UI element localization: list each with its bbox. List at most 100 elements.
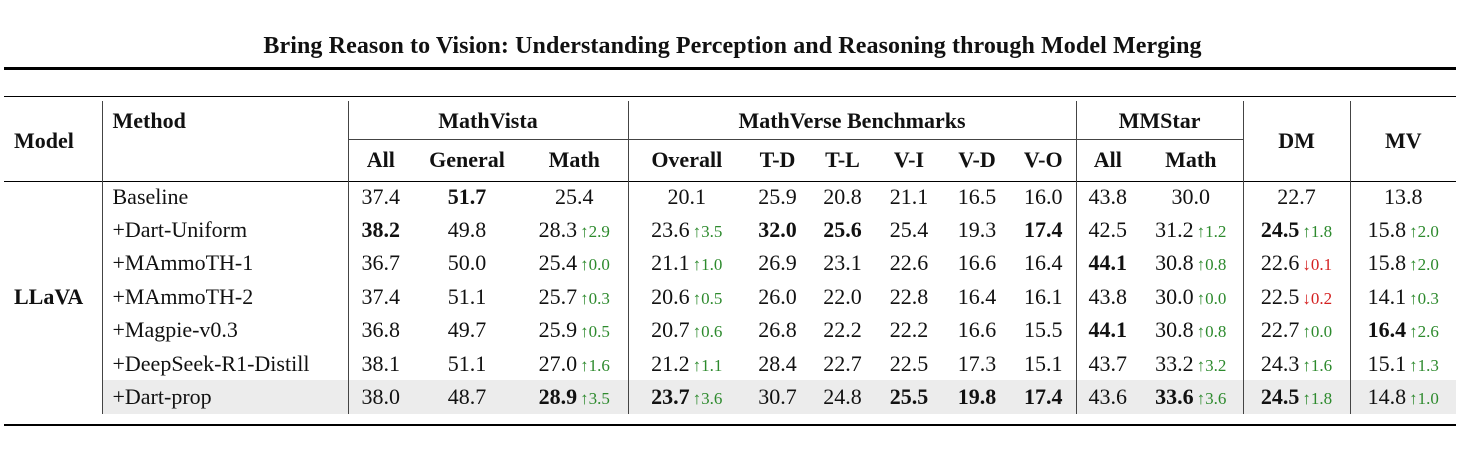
score-value: 19.8	[957, 384, 997, 410]
header-group-dm: DM	[1242, 101, 1351, 180]
score-value: 16.4	[1367, 317, 1407, 343]
score-cell: 20.8	[810, 180, 875, 213]
score-cell: 24.5 ↑1.8	[1242, 380, 1351, 414]
header-group-mmstar: MMStar	[1075, 101, 1244, 140]
increase-delta: ↑1.0	[692, 255, 723, 275]
increase-delta: ↑1.6	[1302, 355, 1333, 375]
score-value: 25.9	[758, 183, 797, 209]
score-value: 17.3	[957, 350, 997, 376]
table-caption: Bring Reason to Vision: Understanding Pe…	[263, 33, 1202, 59]
increase-delta: ↑1.8	[1302, 389, 1333, 409]
score-value: 15.8	[1367, 217, 1407, 243]
score-cell: 26.8	[745, 314, 810, 347]
table-row: +Dart-prop 38.0 48.7 28.9 ↑3.5 23.7 ↑3.6 30.7 24…	[4, 380, 1457, 414]
score-value: 22.5	[1260, 283, 1300, 309]
score-cell: 22.0	[810, 280, 875, 313]
score-value: 23.6	[651, 217, 690, 243]
score-cell: 22.6 ↓0.1	[1242, 246, 1351, 281]
score-cell: 17.4	[1011, 380, 1077, 414]
score-value: 38.2	[361, 217, 401, 243]
score-value: 44.1	[1088, 317, 1128, 343]
table-row: +Dart-Uniform 38.2 49.8 28.3 ↑2.9 23.6 ↑3.5 32.…	[4, 213, 1457, 247]
score-value: 23.7	[651, 384, 690, 410]
score-value: 51.1	[447, 283, 487, 309]
score-cell: 24.5 ↑1.8	[1242, 213, 1351, 247]
increase-delta: ↑0.0	[580, 255, 610, 275]
score-value: 38.1	[361, 350, 401, 376]
increase-delta: ↑2.6	[1409, 322, 1439, 342]
score-value: 22.6	[1260, 250, 1300, 276]
increase-delta: ↑0.5	[692, 288, 723, 308]
score-cell: 51.1	[413, 280, 521, 313]
score-cell: 30.8 ↑0.8	[1139, 314, 1243, 347]
score-value: 25.6	[823, 217, 862, 243]
score-cell: 16.5	[943, 180, 1011, 213]
increase-delta: ↑0.6	[692, 322, 723, 342]
score-value: 42.5	[1088, 217, 1128, 243]
score-cell: 49.7	[413, 314, 521, 347]
score-value: 26.8	[758, 317, 797, 343]
increase-delta: ↑3.6	[1196, 389, 1227, 409]
header-sub-mmstar-all: All	[1075, 140, 1140, 180]
score-value: 25.4	[555, 183, 594, 209]
score-cell: 25.4	[521, 180, 628, 213]
increase-delta: ↑0.5	[580, 322, 610, 342]
score-cell: 25.5	[875, 380, 943, 414]
score-cell: 28.9 ↑3.5	[521, 380, 628, 414]
score-cell: 19.3	[943, 213, 1011, 246]
score-cell: 24.3 ↑1.6	[1242, 346, 1351, 381]
score-value: 15.1	[1024, 350, 1063, 376]
score-cell: 28.3 ↑2.9	[521, 213, 628, 246]
score-cell: 33.6 ↑3.6	[1139, 380, 1244, 414]
header-sub-mathverse-tl: T-L	[825, 147, 860, 172]
score-value: 16.6	[957, 317, 997, 343]
score-cell: 20.1	[627, 180, 745, 214]
score-cell: 16.6	[943, 247, 1011, 280]
score-value: 24.5	[1260, 217, 1300, 243]
score-cell: 30.7	[745, 380, 810, 414]
score-cell: 22.2	[875, 314, 943, 347]
score-value: 33.2	[1155, 350, 1194, 376]
score-cell: 15.1	[1011, 347, 1076, 380]
increase-delta: ↑1.1	[692, 355, 723, 375]
header-sub-mathverse-td: T-D	[759, 147, 796, 172]
score-cell: 50.0	[413, 247, 521, 280]
score-value: 43.8	[1088, 183, 1128, 209]
header-sub-mathverse-vo: V-O	[1023, 147, 1063, 172]
score-value: 43.6	[1088, 384, 1128, 410]
score-cell: 15.1 ↑1.3	[1349, 346, 1457, 381]
header-method-spacer	[101, 140, 348, 180]
score-cell: 15.8 ↑2.0	[1349, 213, 1457, 247]
top-rule	[4, 67, 1456, 70]
score-value: 16.5	[957, 183, 997, 209]
score-value: 22.6	[889, 250, 929, 276]
score-cell: 26.9	[745, 247, 810, 280]
header-row-groups: Model Method MathVista MathVerse Benchma…	[4, 101, 1457, 180]
score-cell: 38.0	[347, 380, 413, 414]
score-value: 22.5	[889, 350, 929, 376]
score-value: 23.1	[823, 250, 862, 276]
header-sub-mathverse-overall: Overall	[627, 140, 745, 180]
increase-delta: ↑1.2	[1196, 222, 1227, 242]
model-name-cell: LLaVA	[14, 283, 84, 309]
score-cell: 16.6	[943, 314, 1011, 347]
score-value: 22.2	[823, 317, 862, 343]
score-value: 24.5	[1260, 384, 1300, 410]
method-cell: +Dart-prop	[101, 380, 348, 414]
increase-delta: ↑0.8	[1196, 322, 1227, 342]
score-value: 37.4	[361, 283, 401, 309]
score-value: 38.0	[361, 384, 401, 410]
score-cell: 28.4	[745, 347, 810, 380]
header-sub-mathvista-all: All	[347, 140, 413, 180]
score-value: 25.9	[538, 317, 578, 343]
header-sub-mathvista-general: General	[429, 147, 505, 172]
table-row: +MAmmoTH-2 37.4 51.1 25.7 ↑0.3 20.6 ↑0.5 26.0 22…	[4, 280, 1457, 314]
score-cell: 38.1	[347, 346, 413, 381]
score-cell: 30.0 ↑0.0	[1139, 280, 1243, 313]
score-value: 36.8	[361, 317, 401, 343]
increase-delta: ↑2.9	[580, 222, 610, 242]
score-cell: 14.1 ↑0.3	[1349, 280, 1457, 314]
score-cell: 43.6	[1075, 380, 1140, 414]
score-value: 28.4	[758, 350, 797, 376]
score-value: 30.7	[758, 384, 797, 410]
